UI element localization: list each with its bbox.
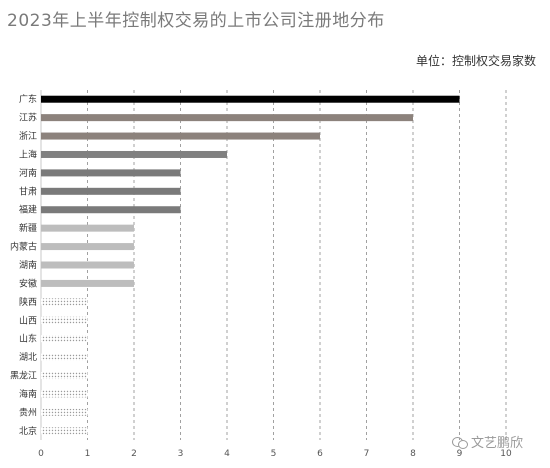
bar-湖北 bbox=[41, 353, 88, 361]
chart-title: 2023年上半年控制权交易的上市公司注册地分布 bbox=[7, 11, 385, 31]
bar-江苏 bbox=[41, 114, 413, 122]
unit-label: 单位：控制权交易家数 bbox=[415, 54, 536, 68]
bar-山西 bbox=[41, 316, 88, 324]
category-label: 福建 bbox=[19, 204, 37, 216]
category-label: 江苏 bbox=[19, 112, 37, 124]
x-tick-label: 3 bbox=[178, 449, 184, 459]
category-label: 北京 bbox=[19, 425, 37, 437]
category-label: 浙江 bbox=[19, 130, 37, 142]
category-label: 山东 bbox=[19, 333, 37, 345]
bar-浙江 bbox=[41, 132, 320, 140]
category-label: 黑龙江 bbox=[10, 370, 37, 382]
bar-内蒙古 bbox=[41, 243, 134, 251]
category-label: 新疆 bbox=[19, 222, 37, 234]
category-label: 山西 bbox=[19, 315, 37, 326]
bar-贵州 bbox=[41, 408, 88, 416]
bar-上海 bbox=[41, 150, 227, 158]
x-tick-label: 6 bbox=[317, 449, 323, 459]
category-label: 广东 bbox=[19, 93, 37, 105]
bar-陕西 bbox=[41, 298, 88, 306]
bar-安徽 bbox=[41, 279, 134, 287]
category-label: 上海 bbox=[19, 148, 37, 160]
x-tick-label: 5 bbox=[271, 449, 277, 459]
category-label: 湖北 bbox=[19, 352, 37, 363]
x-tick-label: 8 bbox=[410, 449, 416, 459]
category-label: 贵州 bbox=[19, 406, 37, 418]
category-label: 安徽 bbox=[19, 277, 37, 289]
wechat-icon bbox=[452, 436, 468, 449]
x-tick-label: 7 bbox=[364, 449, 370, 459]
category-label: 甘肃 bbox=[19, 185, 37, 197]
bar-黑龙江 bbox=[41, 372, 88, 380]
watermark-text: 文艺鹏欣 bbox=[471, 436, 524, 451]
x-tick-label: 10 bbox=[500, 449, 512, 459]
category-label: 海南 bbox=[19, 388, 37, 400]
category-label: 内蒙古 bbox=[10, 241, 37, 253]
bar-甘肃 bbox=[41, 187, 181, 195]
category-label: 河南 bbox=[19, 167, 37, 179]
x-tick-label: 4 bbox=[224, 449, 230, 459]
category-label: 湖南 bbox=[19, 259, 37, 271]
bar-山东 bbox=[41, 335, 88, 343]
bar-湖南 bbox=[41, 261, 134, 269]
bar-海南 bbox=[41, 390, 88, 398]
bar-广东 bbox=[41, 95, 460, 103]
x-tick-label: 0 bbox=[38, 449, 44, 459]
watermark: 文艺鹏欣 bbox=[452, 432, 523, 451]
x-tick-label: 1 bbox=[85, 449, 91, 459]
bar-北京 bbox=[41, 427, 88, 435]
bar-新疆 bbox=[41, 224, 134, 232]
bar-福建 bbox=[41, 206, 181, 214]
bar-河南 bbox=[41, 169, 181, 177]
x-tick-label: 9 bbox=[457, 449, 463, 459]
category-label: 陕西 bbox=[19, 296, 37, 308]
x-tick-label: 2 bbox=[131, 449, 137, 459]
